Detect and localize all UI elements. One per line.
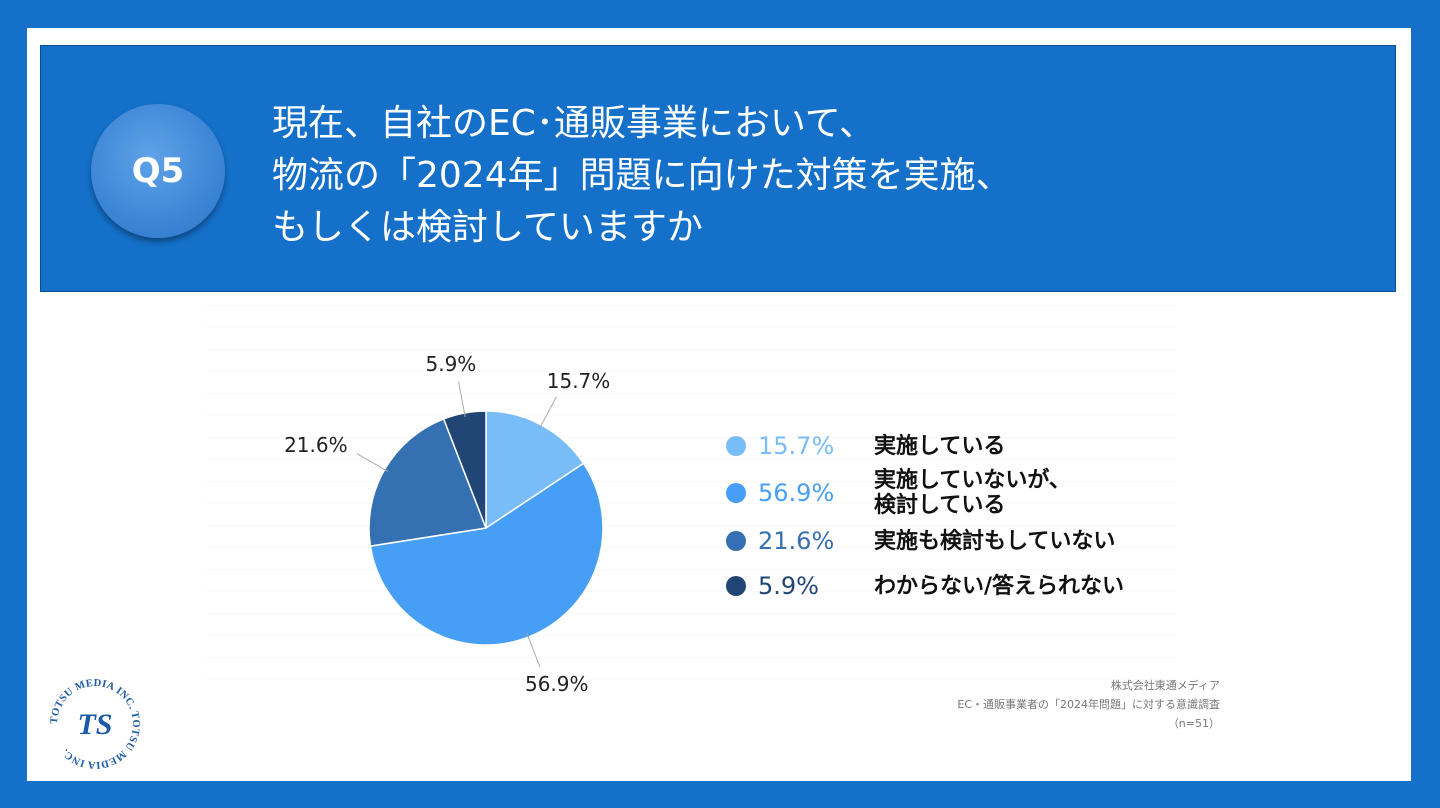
pie-leader-line bbox=[356, 453, 389, 473]
pie-value-label: 56.9% bbox=[524, 671, 589, 696]
pie-leader-line bbox=[458, 381, 466, 418]
source-company: 株式会社東通メディア bbox=[1110, 679, 1220, 692]
legend-label: 実施している bbox=[874, 434, 1005, 459]
legend-item: 5.9% わからない/答えられない bbox=[726, 572, 1124, 600]
source-note: 株式会社東通メディア EC・通販事業者の「2024年問題」に対する意識調査 （n… bbox=[957, 676, 1220, 733]
legend-swatch bbox=[726, 576, 746, 596]
legend-item: 21.6% 実施も検討もしていない bbox=[726, 527, 1115, 555]
pie-value-label: 21.6% bbox=[284, 432, 348, 457]
legend-item: 56.9% 実施していないが、 検討している bbox=[726, 468, 1071, 518]
legend-label: 実施も検討もしていない bbox=[874, 529, 1115, 554]
legend-label-line: 実施している bbox=[874, 433, 1006, 459]
pie-leader-line bbox=[526, 633, 541, 668]
question-title-line: もしくは検討していますか bbox=[272, 207, 703, 248]
legend-value: 5.9% bbox=[758, 572, 819, 600]
question-title-line: 現在、自社のEC･通販事業において、 bbox=[272, 103, 876, 144]
source-survey: EC・通販事業者の「2024年問題」に対する意識調査 bbox=[957, 698, 1220, 711]
chart-background bbox=[205, 280, 1175, 680]
legend-label-line: わからない/答えられない bbox=[874, 573, 1125, 599]
legend-value: 15.7% bbox=[758, 432, 835, 460]
legend-label: 実施していないが、 検討している bbox=[874, 468, 1071, 518]
legend-label-line: 検討している bbox=[874, 493, 1006, 518]
legend-label-line: 実施していないが、 bbox=[874, 468, 1071, 493]
question-title: 現在、自社のEC･通販事業において、 物流の「2024年」問題に向けた対策を実施… bbox=[272, 98, 1352, 254]
legend-label: わからない/答えられない bbox=[874, 574, 1124, 599]
pie-value-label: 5.9% bbox=[425, 351, 477, 376]
logo-mark: TS bbox=[77, 708, 112, 741]
company-logo: TOTSU MEDIA INC. TOTSU MEDIA INC. TS bbox=[49, 678, 141, 770]
legend-label-line: 実施も検討もしていない bbox=[874, 528, 1116, 554]
pie-value-label: 15.7% bbox=[546, 368, 611, 393]
legend-swatch bbox=[726, 531, 746, 551]
legend-value: 21.6% bbox=[758, 527, 835, 555]
legend-value: 56.9% bbox=[758, 479, 835, 507]
question-badge: Q5 bbox=[91, 104, 225, 238]
question-title-line: 物流の「2024年」問題に向けた対策を実施、 bbox=[272, 155, 1012, 196]
question-header: Q5 現在、自社のEC･通販事業において、 物流の「2024年」問題に向けた対策… bbox=[40, 45, 1396, 292]
source-sample-size: （n=51） bbox=[1167, 717, 1220, 730]
legend-item: 15.7% 実施している bbox=[726, 432, 1005, 460]
slide: Q5 現在、自社のEC･通販事業において、 物流の「2024年」問題に向けた対策… bbox=[27, 28, 1411, 781]
legend-swatch bbox=[726, 436, 746, 456]
legend-swatch bbox=[726, 483, 746, 503]
pie-leader-line bbox=[539, 396, 557, 429]
